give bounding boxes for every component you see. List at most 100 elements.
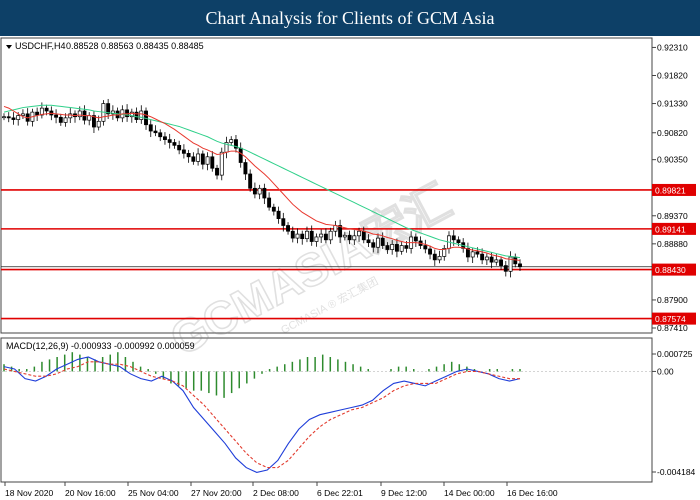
candle-body	[314, 236, 319, 242]
candle-body	[371, 242, 376, 248]
level-price-label: 0.89821	[655, 185, 686, 195]
candle-body	[158, 132, 163, 138]
candle-body	[2, 116, 6, 119]
candle-body	[333, 225, 338, 232]
page-title: Chart Analysis for Clients of GCM Asia	[205, 8, 495, 28]
candle-body	[257, 187, 262, 195]
macd-series-layer	[1, 352, 652, 473]
candle-body	[196, 153, 201, 162]
macd-tick-label: 0.000725	[657, 349, 693, 359]
candle-body	[494, 259, 499, 263]
macd-panel-frame	[0, 337, 653, 483]
candle-body	[319, 233, 324, 238]
candle-body	[177, 144, 182, 151]
candle-body	[35, 111, 40, 116]
candle-body	[366, 239, 371, 244]
price-tick-label: 0.90350	[657, 155, 688, 165]
candle-body	[361, 230, 366, 241]
candle-body	[167, 139, 172, 143]
title-banner: Chart Analysis for Clients of GCM Asia	[0, 0, 700, 36]
macd-tick-label: 0.00	[657, 366, 674, 376]
candle-body	[39, 107, 44, 116]
candle-body	[475, 251, 480, 255]
candle-body	[394, 244, 399, 252]
level-price-label: 0.89141	[655, 224, 686, 234]
candle-body	[437, 256, 442, 261]
macd-label: MACD(12,26,9) -0.000933 -0.000992 0.0000…	[6, 341, 195, 351]
candle-body	[508, 256, 513, 272]
candle-body	[96, 120, 101, 128]
candle-body	[11, 117, 16, 120]
level-price-label: 0.88430	[655, 265, 686, 275]
candle-body	[200, 153, 205, 165]
candle-body	[338, 225, 343, 238]
price-series-layer	[1, 98, 652, 320]
candle-body	[357, 230, 361, 237]
candle-body	[286, 225, 290, 232]
time-tick-label: 16 Dec 16:00	[507, 488, 558, 498]
axis-layer: 0.92310 0.91820 0.91330 0.90820 0.90350 0.893…	[4, 42, 696, 498]
candle-body	[267, 197, 272, 208]
macd-tick-label: -0.004184	[657, 467, 696, 477]
candle-body	[380, 237, 385, 246]
candle-body	[352, 235, 357, 241]
price-tick-label: 0.87410	[657, 323, 688, 333]
time-tick-label: 9 Dec 12:00	[381, 488, 427, 498]
candle-body	[229, 139, 234, 143]
slow-ma-line	[3, 104, 521, 259]
candle-body	[262, 187, 267, 199]
candle-body	[489, 256, 494, 263]
candle-body	[243, 162, 248, 175]
time-tick-label: 25 Nov 04:00	[128, 488, 179, 498]
candle-body	[252, 187, 257, 195]
candle-body	[413, 236, 418, 242]
candle-body	[6, 116, 11, 119]
candle-body	[499, 259, 504, 266]
fast-ma-line	[3, 105, 521, 261]
candle-body	[470, 251, 475, 258]
candle-body	[328, 230, 333, 241]
time-tick-label: 20 Nov 16:00	[65, 488, 116, 498]
candle-body	[290, 230, 295, 239]
candle-body	[456, 239, 461, 244]
candle-body	[376, 237, 380, 248]
candle-body	[248, 173, 253, 189]
candle-body	[404, 245, 409, 249]
candle-body	[163, 136, 167, 140]
candle-body	[191, 156, 196, 162]
price-tick-label: 0.92310	[657, 42, 688, 52]
candle-body	[238, 147, 243, 163]
time-tick-label: 14 Dec 00:00	[444, 488, 495, 498]
candle-body	[219, 151, 224, 176]
level-price-tag	[652, 263, 696, 276]
candle-body	[295, 233, 300, 239]
candle-body	[428, 248, 433, 255]
candle-body	[153, 130, 158, 134]
level-price-tag	[652, 183, 696, 196]
candle-body	[480, 253, 485, 261]
candle-body	[234, 139, 238, 149]
candle-body	[16, 115, 21, 120]
candle-body	[484, 256, 489, 261]
candle-body	[423, 245, 428, 250]
candle-body	[215, 167, 219, 176]
time-tick-label: 27 Nov 20:00	[191, 488, 242, 498]
price-tick-label: 0.90820	[657, 128, 688, 138]
candle-body	[210, 156, 215, 169]
price-panel-frame	[0, 37, 653, 334]
candle-body	[91, 115, 96, 128]
candle-body	[385, 245, 390, 250]
candle-body	[323, 233, 328, 241]
candle-body	[451, 235, 456, 241]
price-tick-label: 0.91820	[657, 70, 688, 80]
time-tick-label: 18 Nov 2020	[5, 488, 53, 498]
price-tick-label: 0.88880	[657, 239, 688, 249]
price-tick-label: 0.89370	[657, 211, 688, 221]
candle-body	[399, 245, 404, 252]
candle-body	[305, 230, 309, 240]
price-tick-label: 0.87900	[657, 295, 688, 305]
candle-body	[503, 265, 508, 272]
collapse-triangle-icon[interactable]	[6, 45, 12, 49]
candle-body	[300, 233, 305, 240]
candle-body	[276, 210, 281, 219]
